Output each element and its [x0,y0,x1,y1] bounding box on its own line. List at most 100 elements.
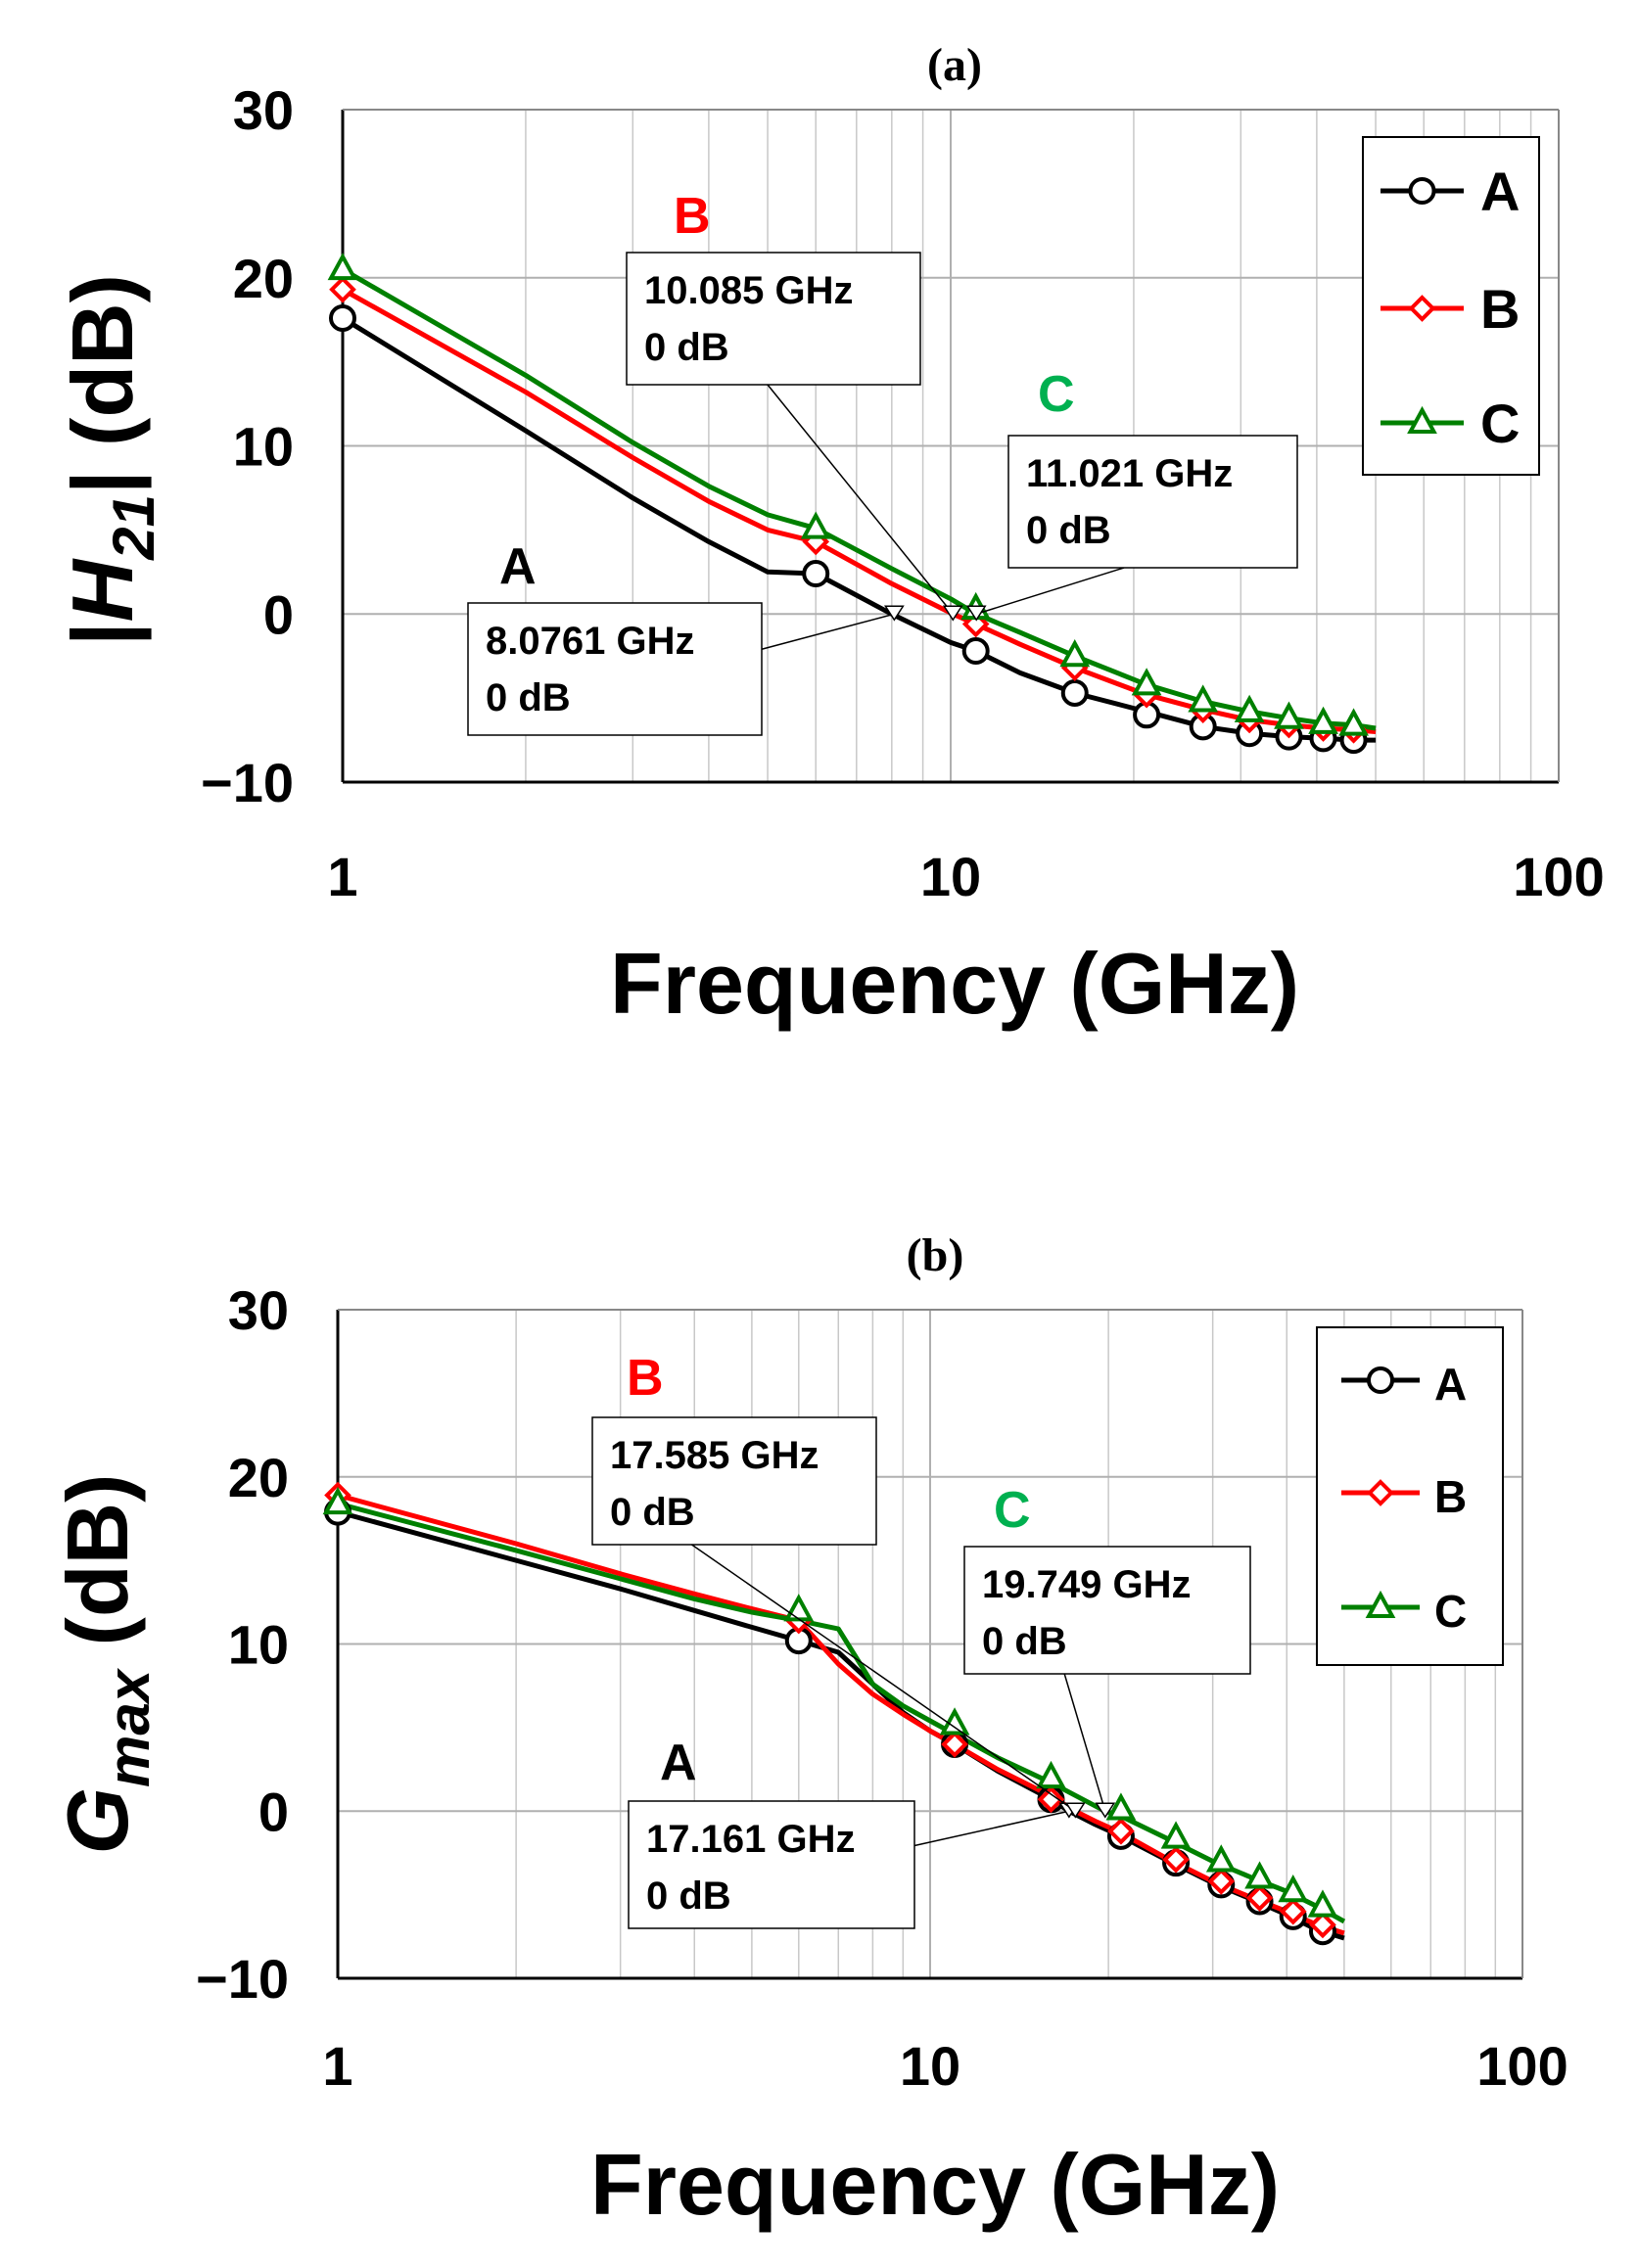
data-point-B [1309,1911,1336,1939]
callout-marker [1095,1802,1116,1819]
callout-leader [767,384,954,615]
panel-a: (a) 1 10 100 −10 0 10 20 30 A 8.0761 GHz 0 dB B 10.… [54,39,1605,1032]
y-tick-label: −10 [201,752,294,813]
callout-frequency: 17.161 GHz [646,1818,855,1861]
callout-box [591,1416,877,1546]
data-point-B [941,1731,968,1758]
y-tick-label: 20 [228,1447,289,1508]
data-point-C [1307,1889,1338,1918]
data-point-C [800,511,831,539]
callout-series-label: C [1038,366,1075,423]
legend-label-A: A [1480,161,1520,222]
legend-marker-B [1408,295,1436,322]
panel-b: (b) 1 10 100 −10 0 10 20 30 A 17.161 GHz 0 dB B 17.… [49,1229,1568,2233]
callout-leader [913,1810,1070,1847]
y-tick-label: 30 [228,1279,289,1341]
data-point-B [1279,1897,1307,1925]
data-point-C [1188,684,1219,713]
callout-gain: 0 dB [610,1491,695,1534]
callout-leader [975,567,1125,615]
callout-gain: 0 dB [486,676,571,719]
x-tick-label: 1 [322,2035,352,2097]
callout-frequency: 17.585 GHz [610,1434,819,1477]
y-tick-label: −10 [196,1948,289,2010]
data-point-C [1338,708,1369,736]
data-point-C [1308,706,1338,734]
data-point-C [1131,668,1162,696]
callout-marker [1064,1802,1086,1819]
y-axis-label-sub: 21 [101,494,166,561]
callout-gain: 0 dB [644,326,729,369]
legend-label-B: B [1480,278,1520,340]
x-tick-label: 1 [327,846,357,907]
callout-marker [965,605,987,622]
x-axis-label: Frequency (GHz) [610,935,1299,1032]
callout-leader [761,613,895,650]
callout-series-label: B [627,1350,664,1407]
callout-frequency: 11.021 GHz [1026,452,1233,495]
legend-label-C: C [1434,1586,1467,1637]
callout-box [1007,435,1298,569]
callout-frequency: 19.749 GHz [982,1563,1191,1606]
y-tick-label: 30 [233,79,294,141]
callout-gain: 0 dB [982,1620,1067,1663]
callout-leader [691,1544,1076,1812]
y-axis-label-prefix: | [54,622,152,646]
y-axis-label-sub: max [96,1667,162,1787]
data-point-C [939,1707,970,1736]
data-point-C [327,252,358,281]
data-point-C [1160,1821,1192,1849]
y-axis-label: Gmax (dB) [49,1474,162,1855]
x-tick-label: 100 [1476,2035,1568,2097]
data-point-C [1036,1760,1066,1789]
callout-marker [942,605,963,622]
x-tick-label: 100 [1513,846,1604,907]
callout-gain: 0 dB [646,1875,731,1918]
callout-frequency: 10.085 GHz [644,269,853,312]
legend-marker-A [1367,1366,1394,1394]
y-tick-label: 0 [258,1781,289,1842]
legend-label-C: C [1480,393,1520,454]
x-axis-label: Frequency (GHz) [590,2136,1280,2233]
data-point-B [1207,1868,1236,1895]
data-point-C [1205,1844,1237,1873]
data-point-C [322,1486,353,1515]
y-tick-label: 10 [228,1614,289,1676]
y-axis-label-var: H [54,557,151,622]
callout-frequency: 8.0761 GHz [486,620,694,663]
data-point-C [1234,694,1265,722]
y-axis-label-suffix: (dB) [49,1474,146,1670]
data-point-C [1274,701,1304,729]
callout-box [626,252,921,386]
y-axis-label-suffix: | (dB) [54,274,152,494]
legend-label-B: B [1434,1471,1467,1522]
data-point-B [329,275,356,303]
data-point-B [1037,1785,1065,1814]
panel-title: (a) [927,39,982,91]
data-point-C [1278,1875,1309,1903]
callout-marker [883,605,905,622]
y-axis-label: |H21| (dB) [54,274,166,646]
data-point-C [1059,639,1091,668]
y-tick-label: 10 [233,416,294,478]
callout-box [467,602,763,736]
x-tick-label: 10 [920,846,981,907]
callout-box [963,1546,1251,1675]
data-point-A [802,560,830,588]
data-point-A [329,303,356,332]
y-tick-label: 20 [233,248,294,309]
callout-series-label: C [994,1482,1031,1539]
callout-box [628,1800,915,1929]
callout-series-label: A [660,1735,697,1791]
data-point-A [961,637,990,666]
callout-series-label: B [674,188,711,245]
callout-gain: 0 dB [1026,509,1111,552]
y-axis-label-var: G [49,1787,146,1854]
x-tick-label: 10 [900,2035,960,2097]
legend-marker-C [1407,405,1437,434]
legend-marker-B [1367,1479,1394,1506]
y-tick-label: 0 [263,583,294,645]
data-point-B [1162,1845,1190,1874]
data-point-B [1245,1884,1274,1912]
